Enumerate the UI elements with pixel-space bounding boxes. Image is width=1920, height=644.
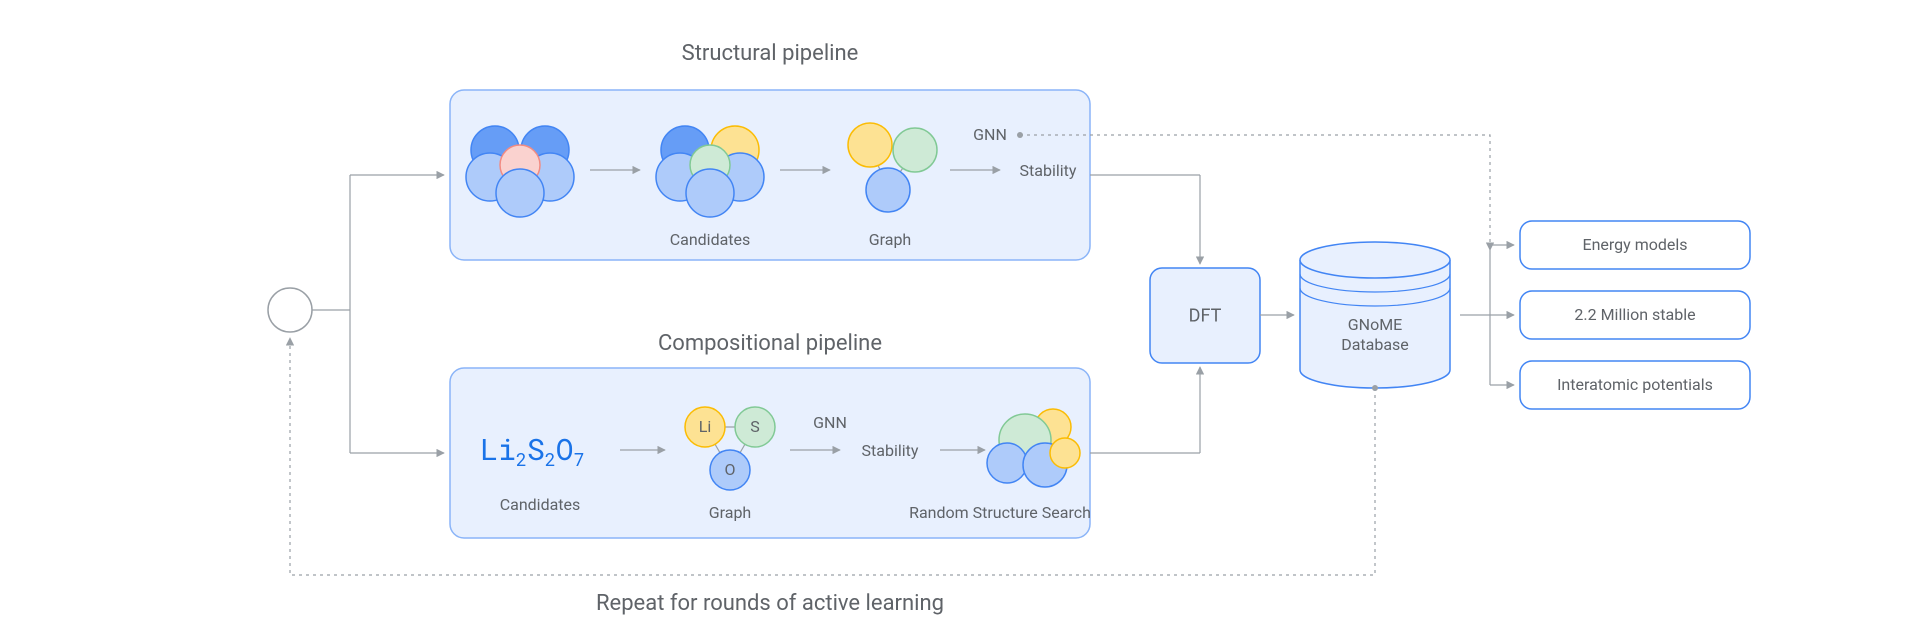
compositional-panel: Li2S2O7 Candidates Li S O Graph GNN Stability Ra… xyxy=(450,368,1091,538)
comp-candidates-label: Candidates xyxy=(500,495,581,514)
database-icon: GNoMEDatabase xyxy=(1300,242,1450,388)
comp-graph-label: Graph xyxy=(709,503,752,522)
struct-stability-label: Stability xyxy=(1020,161,1077,180)
output-label-0: Energy models xyxy=(1582,235,1687,254)
atom-o: O xyxy=(724,460,735,479)
dft-box: DFT xyxy=(1150,268,1260,363)
output-box-2: Interatomic potentials xyxy=(1520,361,1750,409)
struct-candidates-label: Candidates xyxy=(670,230,751,249)
output-label-1: 2.2 Million stable xyxy=(1574,305,1695,324)
output-box-1: 2.2 Million stable xyxy=(1520,291,1750,339)
comp-stability-label: Stability xyxy=(862,441,919,460)
output-label-2: Interatomic potentials xyxy=(1557,375,1713,394)
structural-panel: Candidates Graph GNN Stability xyxy=(450,90,1090,260)
title-structural: Structural pipeline xyxy=(682,41,859,66)
output-box-0: Energy models xyxy=(1520,221,1750,269)
rss-label: Random Structure Search xyxy=(909,503,1091,522)
footer-text: Repeat for rounds of active learning xyxy=(596,591,944,616)
atom-s: S xyxy=(750,417,760,436)
struct-gnn-label: GNN xyxy=(973,125,1007,144)
start-node xyxy=(268,288,312,332)
formula: Li2S2O7 xyxy=(480,430,584,471)
db-label-1: GNoME xyxy=(1348,315,1403,334)
atom-li: Li xyxy=(699,417,712,436)
comp-gnn-label: GNN xyxy=(813,413,847,432)
title-compositional: Compositional pipeline xyxy=(658,331,882,356)
struct-graph-label: Graph xyxy=(869,230,912,249)
dft-label: DFT xyxy=(1189,306,1222,327)
db-label-2: Database xyxy=(1341,335,1409,354)
formula-text: Li2S2O7 xyxy=(480,430,584,471)
